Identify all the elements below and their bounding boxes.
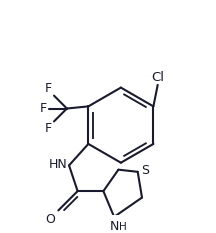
- Text: O: O: [45, 213, 55, 226]
- Text: H: H: [119, 222, 127, 232]
- Text: F: F: [39, 102, 46, 115]
- Text: Cl: Cl: [151, 71, 164, 84]
- Text: S: S: [141, 164, 149, 177]
- Text: N: N: [110, 220, 119, 233]
- Text: F: F: [45, 123, 52, 135]
- Text: HN: HN: [49, 158, 68, 171]
- Text: F: F: [45, 82, 52, 95]
